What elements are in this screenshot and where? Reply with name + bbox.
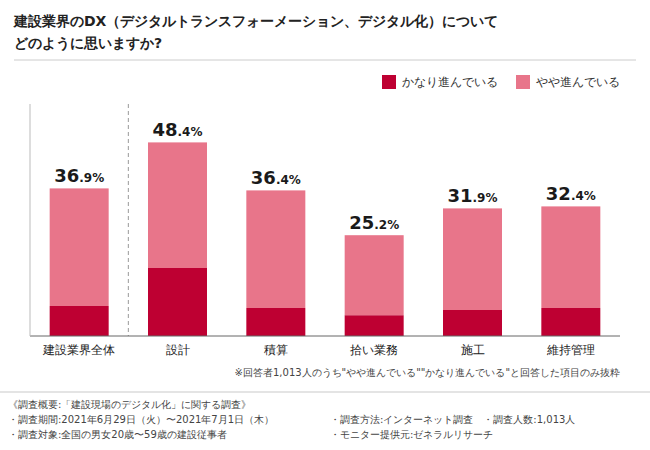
- total-label: 31.9%: [448, 185, 498, 206]
- footer-text: ・モニター提供元:ゼネラルリサーチ: [330, 429, 493, 440]
- bar-segment: [246, 190, 305, 308]
- total-label-part: .4%: [178, 125, 203, 139]
- footer-text: ・調査方法:インターネット調査 ・調査人数:1,013人: [330, 414, 575, 425]
- bars: [50, 142, 601, 336]
- bar-segment: [541, 308, 600, 336]
- total-label-part: .4%: [571, 189, 596, 203]
- x-tick-label: 設計: [166, 343, 190, 357]
- footer-text: ・調査期間:2021年6月29日（火）〜2021年7月1日（木）: [8, 414, 274, 425]
- total-label-part: 36: [54, 165, 79, 186]
- chart: 建設業界のDX（デジタルトランスフォーメーション、デジタル化）についてどのように…: [0, 0, 650, 450]
- x-axis: [30, 336, 620, 337]
- separator: [128, 104, 129, 336]
- total-label: 36.4%: [251, 167, 301, 188]
- title-rule: [14, 60, 636, 61]
- total-label: 48.4%: [153, 119, 203, 140]
- bar-segment: [443, 208, 502, 310]
- total-label: 32.4%: [546, 183, 596, 204]
- legend-label: やや進んでいる: [536, 75, 620, 89]
- total-label-part: 32: [546, 183, 571, 204]
- legend-label: かなり進んでいる: [402, 75, 498, 89]
- subtitle: どのように思いますか?: [14, 35, 162, 52]
- total-label-part: .9%: [79, 171, 104, 185]
- total-label: 36.9%: [54, 165, 104, 186]
- bar-segment: [148, 268, 207, 336]
- background: [0, 0, 650, 450]
- x-tick-label: 積算: [264, 343, 288, 357]
- bar-segment: [541, 206, 600, 308]
- total-label-part: .9%: [473, 191, 498, 205]
- bar-segment: [148, 142, 207, 268]
- footer-text: ・調査対象:全国の男女20歳〜59歳の建設従事者: [8, 429, 227, 440]
- x-tick-label: 施工: [461, 343, 485, 357]
- title: 建設業界のDX（デジタルトランスフォーメーション、デジタル化）について: [13, 13, 498, 29]
- footer-text: 《調査概要:「建設現場のデジタル化」に関する調査》: [8, 399, 251, 410]
- legend-swatch: [382, 75, 396, 89]
- bar-segment: [345, 315, 404, 336]
- bar-segment: [246, 308, 305, 336]
- legend-swatch: [516, 75, 530, 89]
- bar-segment: [50, 306, 109, 336]
- total-label-part: .4%: [276, 173, 301, 187]
- total-label-part: 36: [251, 167, 276, 188]
- x-tick-label: 建設業界全体: [42, 343, 115, 357]
- bar-segment: [443, 310, 502, 336]
- total-label-part: 31: [448, 185, 473, 206]
- total-label-part: 25: [349, 212, 374, 233]
- x-tick-label: 拾い業務: [350, 343, 398, 357]
- total-label-part: 48: [153, 119, 178, 140]
- y-axis: [30, 104, 31, 336]
- footer-rule: [0, 392, 650, 393]
- total-label: 25.2%: [349, 212, 399, 233]
- bar-segment: [50, 188, 109, 306]
- bar-segment: [345, 235, 404, 315]
- note: ※回答者1,013人のうち"やや進んでいる""かなり進んでいる"と回答した項目の…: [235, 367, 620, 378]
- total-label-part: .2%: [374, 218, 399, 232]
- legend: やや進んでいる かなり進んでいる: [382, 75, 620, 89]
- x-tick-label: 維持管理: [546, 343, 595, 357]
